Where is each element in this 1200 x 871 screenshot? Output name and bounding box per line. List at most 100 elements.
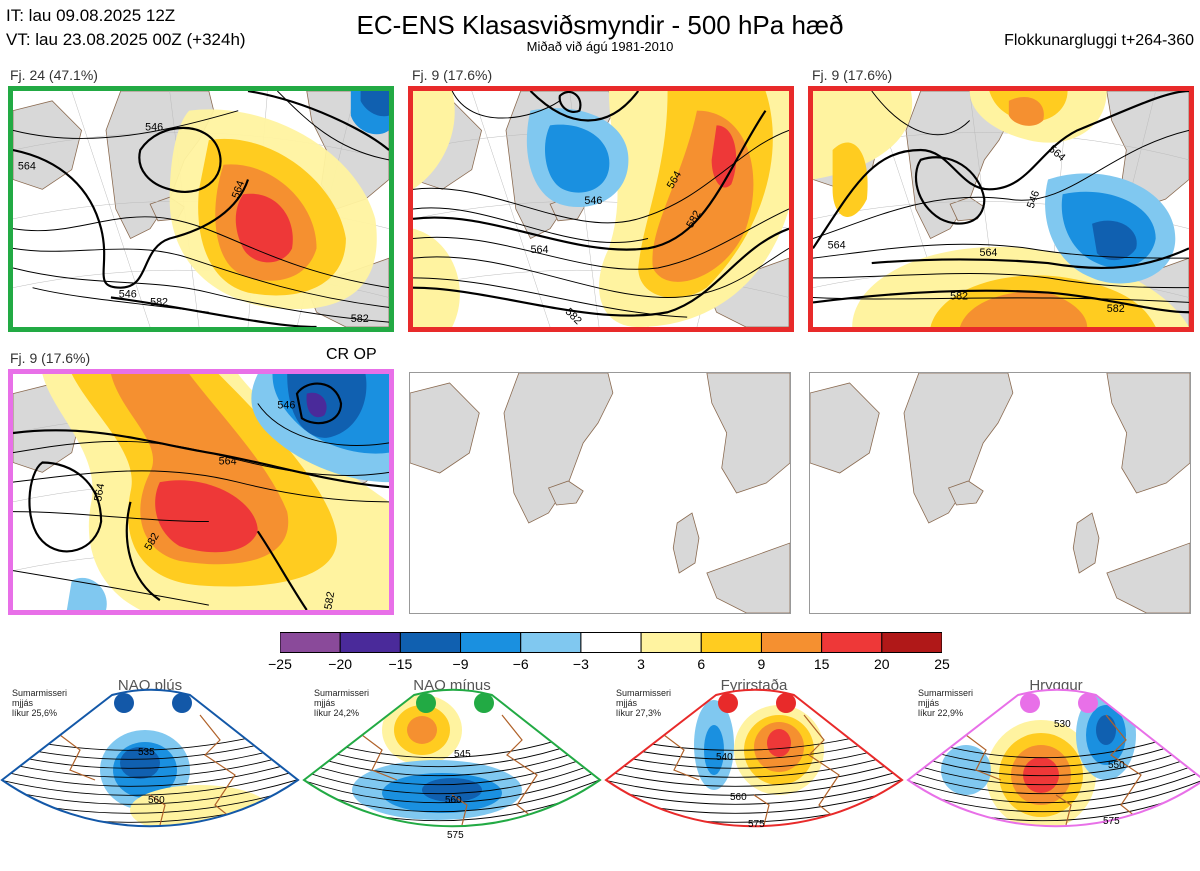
height-contour: [606, 751, 902, 778]
empty-map-6: [809, 372, 1191, 614]
cluster-2-map: 546 564 582 564 582: [408, 86, 794, 332]
regime-outline: [604, 688, 904, 828]
cluster-2-label: Fj. 9 (17.6%): [412, 67, 493, 83]
regime-contour-label: 540: [716, 752, 733, 763]
anomaly-area: [120, 747, 160, 779]
height-contour: [908, 823, 1200, 827]
height-contour: [2, 751, 298, 778]
colorbar-swatch: [279, 632, 341, 653]
control-run-tag: CR OP: [326, 346, 377, 363]
height-contour: [908, 769, 1200, 804]
regime-panel: Fyrirstaða Sumarmisseri mjjás líkur 27,3% 54…: [604, 675, 904, 871]
colorbar-swatch: [821, 632, 883, 653]
colorbar-tick-label: 20: [874, 656, 890, 672]
height-contour: [908, 751, 1200, 786]
regime-marker: [114, 693, 134, 713]
regime-marker: [1078, 693, 1098, 713]
height-contour: [304, 751, 600, 786]
regime-contour-label: 575: [447, 830, 464, 841]
cluster-3-map: 564 546 564 582 582 564: [808, 86, 1194, 332]
regime-panel: NAO plús Sumarmisseri mjjás líkur 25,6% 535 5…: [0, 675, 300, 871]
height-contour: [908, 760, 1200, 795]
regime-outline: [302, 688, 602, 828]
cluster-4-label: Fj. 9 (17.6%): [10, 350, 91, 366]
colorbar-tick-label: −9: [452, 656, 469, 672]
regime-info: Sumarmisseri mjjás líkur 22,9%: [918, 688, 974, 718]
cluster-window: Flokkunargluggi t+264-360: [1004, 32, 1194, 49]
cluster-1-label: Fj. 24 (47.1%): [10, 67, 98, 83]
colorbar-tick-label: −25: [268, 656, 292, 672]
contour-label: 564: [979, 247, 997, 259]
regime-contour-label: 535: [138, 747, 155, 758]
regime-marker: [1020, 693, 1040, 713]
colorbar-labels: −25 −20 −15 −9 −6 −3 3 6 9 15 20 25: [268, 656, 950, 674]
regime-contour-label: 545: [454, 749, 471, 760]
contour-label: 582: [322, 591, 337, 610]
contour-label: 564: [828, 239, 846, 251]
height-contour: [2, 742, 298, 769]
height-contour: [2, 778, 298, 805]
regime-contour-label: 575: [1103, 816, 1120, 827]
empty-map-5: [409, 372, 791, 614]
coastline: [361, 714, 563, 827]
colorbar: [279, 632, 943, 653]
regime-marker: [474, 693, 494, 713]
page-subtitle: Miðað við ágú 1981-2010: [526, 39, 674, 54]
regime-panel: Hryggur Sumarmisseri mjjás líkur 22,9% 530 55…: [906, 675, 1200, 871]
regime-marker: [718, 693, 738, 713]
colorbar-tick-label: −6: [512, 656, 529, 672]
anomaly-area: [407, 716, 437, 744]
contour-label: 582: [1107, 303, 1125, 315]
colorbar-tick-label: −15: [388, 656, 413, 672]
anomaly-area: [1021, 839, 1051, 851]
colorbar-swatch: [580, 632, 642, 653]
colorbar-swatch: [760, 632, 823, 653]
contour-label: 564: [219, 455, 237, 467]
height-contour: [908, 778, 1200, 813]
colorbar-swatch: [460, 632, 522, 653]
height-contour: [908, 742, 1200, 777]
regime-contour-label: 575: [748, 819, 765, 830]
colorbar-tick-label: 15: [813, 656, 830, 672]
regime-contour-label: 530: [1054, 719, 1071, 730]
contour-label: 546: [584, 195, 602, 207]
regime-panel: NAO mínus Sumarmisseri mjjás líkur 24,2% 545…: [302, 675, 602, 871]
regime-info: Sumarmisseri mjjás líkur 24,2%: [314, 688, 370, 718]
height-contour: [606, 760, 902, 787]
height-contour: [304, 760, 600, 795]
cluster-4-map: 546 564 564 582 582: [8, 369, 394, 615]
anomaly-area: [1023, 757, 1059, 793]
contour-label: 582: [150, 296, 168, 308]
contour-label: 582: [950, 290, 968, 302]
cluster-1-map: 546 564 582 564 546 582: [8, 86, 394, 332]
regime-info: Sumarmisseri mjjás líkur 27,3%: [616, 688, 672, 718]
contour-label: 546: [1025, 189, 1042, 210]
anomaly-area: [1096, 715, 1116, 745]
colorbar-tick-label: 9: [757, 656, 766, 672]
regime-marker: [776, 693, 796, 713]
height-contour: [304, 769, 600, 804]
coastline: [59, 714, 261, 827]
colorbar-swatch: [520, 632, 582, 653]
regime-marker: [416, 693, 436, 713]
height-contour: [304, 742, 600, 777]
colorbar-swatch: [640, 632, 702, 653]
colorbar-tick-label: 6: [697, 656, 706, 672]
height-contour: [2, 823, 298, 827]
regime-info: Sumarmisseri mjjás líkur 25,6%: [12, 688, 68, 718]
contour-label: 564: [531, 244, 549, 256]
regime-contour-label: 560: [730, 792, 747, 803]
contour-label: 582: [351, 313, 369, 325]
regime-outline: [0, 688, 300, 828]
regime-contour-label: 560: [445, 795, 462, 806]
contour-label: 564: [92, 483, 107, 503]
regime-contour-label: 560: [148, 795, 165, 806]
colorbar-swatch: [881, 632, 943, 653]
colorbar-tick-label: −20: [328, 656, 353, 672]
height-contour: [304, 778, 600, 813]
colorbar-swatch: [399, 632, 462, 653]
colorbar-tick-label: 3: [637, 656, 645, 672]
contour-label: 546: [277, 399, 295, 411]
regime-outline: [906, 688, 1200, 828]
height-contour: [2, 760, 298, 787]
